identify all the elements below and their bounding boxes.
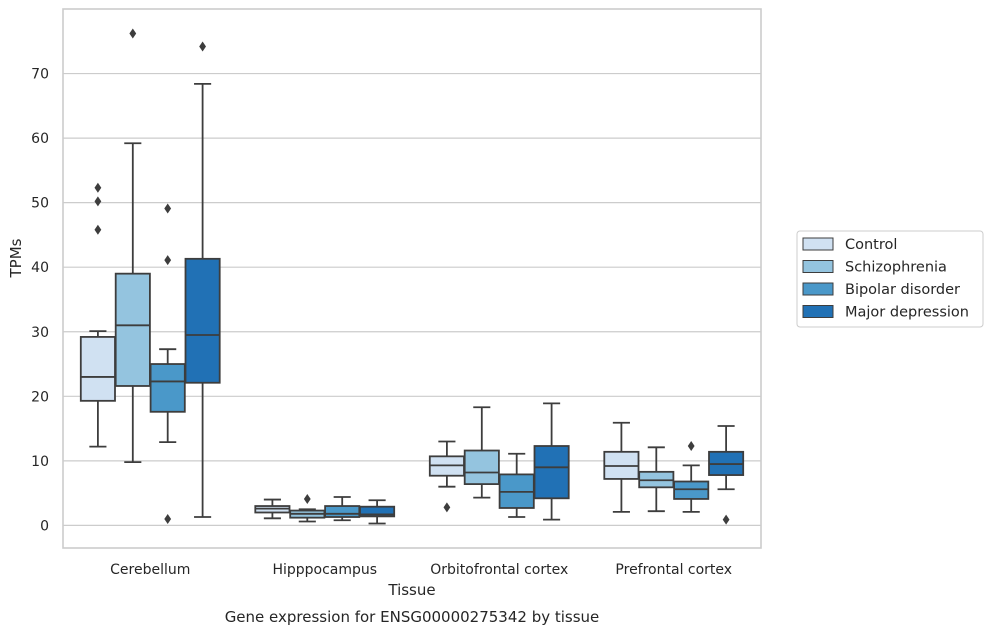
outlier-point <box>199 41 206 52</box>
box-control <box>254 498 291 520</box>
box-iqr <box>149 363 186 413</box>
legend: Control Schizophrenia Bipolar disorder Majo… <box>796 230 984 328</box>
box-major-depression <box>708 425 745 525</box>
outlier-point <box>94 182 102 193</box>
y-tick-label: 10 <box>31 454 49 470</box>
outlier-point <box>164 203 172 214</box>
legend-label: Control <box>845 237 897 253</box>
box-iqr <box>359 505 396 518</box>
box-control <box>79 182 116 448</box>
box-schizophrenia <box>289 493 326 523</box>
chart-caption: Gene expression for ENSG00000275342 by t… <box>225 608 600 626</box>
outlier-point <box>687 441 695 452</box>
box-iqr <box>673 480 710 500</box>
box-iqr <box>324 505 361 518</box>
y-tick-label: 0 <box>40 518 49 534</box>
legend-frame <box>796 230 984 328</box>
legend-label: Major depression <box>845 305 969 321</box>
legend-swatch <box>802 282 834 296</box>
y-tick-label: 50 <box>31 196 49 212</box>
legend-label: Schizophrenia <box>845 260 947 276</box>
outlier-point <box>164 255 172 266</box>
box-iqr <box>184 257 221 384</box>
box-bipolar-disorder <box>673 441 710 513</box>
outlier-point <box>94 224 102 235</box>
legend-swatch <box>802 305 834 318</box>
box-bipolar-disorder <box>324 496 361 522</box>
box-schizophrenia <box>463 406 500 499</box>
plot-frame <box>62 8 762 549</box>
box-schizophrenia <box>114 28 151 464</box>
y-axis-label: TPMs <box>7 238 25 278</box>
y-tick-label: 70 <box>31 67 49 83</box>
box-schizophrenia <box>638 446 675 513</box>
box-bipolar-disorder <box>498 452 535 518</box>
y-tick-label: 40 <box>31 260 49 276</box>
outlier-point <box>443 502 451 513</box>
y-tick-label: 30 <box>31 325 49 341</box>
box-bipolar-disorder <box>149 203 186 524</box>
x-tick-label: Cerebellum <box>110 562 190 578</box>
box-iqr <box>79 336 116 402</box>
x-tick-label: Orbitofrontal cortex <box>430 562 568 578</box>
y-tick-label: 20 <box>31 389 49 405</box>
legend-label: Bipolar disorder <box>845 282 960 298</box>
legend-swatch <box>802 237 834 251</box>
x-tick-label: Prefrontal cortex <box>615 562 732 578</box>
outlier-point <box>164 513 172 524</box>
box-control <box>428 440 465 513</box>
box-major-depression <box>533 402 570 521</box>
box-iqr <box>463 449 500 485</box>
outlier-point <box>129 28 137 39</box>
outlier-point <box>303 493 311 504</box>
box-major-depression <box>184 41 221 518</box>
box-control <box>603 421 640 513</box>
x-tick-labels: Cerebellum Hipppocampus Orbitofrontal cort… <box>110 562 732 578</box>
box-iqr <box>533 445 570 500</box>
outlier-point <box>94 196 102 207</box>
y-tick-label: 60 <box>31 131 49 147</box>
outlier-point <box>722 514 730 525</box>
y-tick-labels: 0 10 20 30 40 50 60 70 <box>31 67 49 535</box>
box-iqr <box>114 272 151 387</box>
x-tick-label: Hipppocampus <box>272 562 377 578</box>
legend-swatch <box>802 260 834 273</box>
x-axis-label: Tissue <box>387 581 435 599</box>
box-plots <box>79 28 745 525</box>
box-major-depression <box>359 499 396 525</box>
